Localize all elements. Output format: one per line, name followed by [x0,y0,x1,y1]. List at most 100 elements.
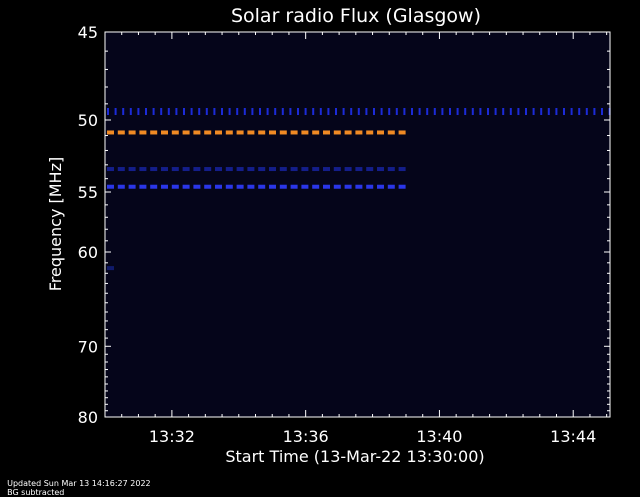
y-tick-label: 70 [78,337,98,356]
band-0-segment [479,108,482,115]
band-3-segment [279,184,287,189]
band-0-segment [289,108,292,115]
band-3-segment [247,184,255,189]
band-0-segment [213,108,216,115]
band-0-segment [373,108,375,115]
band-0-segment [601,108,603,115]
band-0-segment [243,108,246,115]
band-3-segment [150,184,158,189]
band-0-segment [297,108,299,115]
band-0-segment [464,108,467,115]
band-2-segment [236,167,244,172]
band-3-segment [193,184,201,189]
footer: Updated Sun Mar 13 14:16:27 2022 BG subt… [2,470,161,497]
band-2-segment [171,167,179,172]
band-0-segment [555,108,558,115]
band-0-segment [137,108,140,115]
band-2-segment [193,167,201,172]
band-0-segment [502,108,505,115]
band-2-segment [182,167,190,172]
band-1-segment [355,130,363,135]
band-2-segment [290,167,298,172]
band-3-segment [398,184,406,189]
band-1-segment [312,130,320,135]
chart-title: Solar radio Flux (Glasgow) [231,5,481,27]
band-0-segment [540,108,543,115]
band-0-segment [517,108,520,115]
band-0-segment [350,108,353,115]
plot-frame [104,31,611,418]
band-0-segment [471,108,474,115]
band-0-segment [418,108,421,115]
band-0-segment [183,108,185,115]
plot-background [105,32,610,417]
band-3-segment [290,184,298,189]
band-0-segment [266,108,269,115]
y-tick-label: 50 [78,111,98,130]
band-0-segment [281,108,284,115]
band-3-segment [236,184,244,189]
band-3-segment [355,184,363,189]
band-0-segment [205,108,208,115]
band-0-segment [593,108,596,115]
band-0-segment [403,108,406,115]
band-1-segment [182,130,190,135]
band-2-segment [215,167,222,172]
band-3-segment [344,184,352,189]
band-1-segment [301,130,309,135]
band-1-segment [333,130,341,135]
band-0-segment [525,108,527,115]
x-tick-label: 13:40 [416,427,462,446]
band-1-segment [366,130,374,135]
band-2-segment [258,167,266,172]
band-0-segment [380,108,383,115]
band-0-segment [335,108,337,115]
band-0-segment [228,108,231,115]
band-0-segment [433,108,436,115]
band-2-segment [247,167,255,172]
band-0-segment [114,108,117,115]
band-0-segment [312,108,315,115]
band-0-segment [221,108,223,115]
band-1-segment [258,130,266,135]
band-0-segment [532,108,535,115]
band-2-segment [333,167,341,172]
band-0-segment [563,108,565,115]
band-2-segment [128,167,136,172]
band-3-segment [182,184,190,189]
x-tick-label: 13:36 [283,427,329,446]
band-2-segment [323,167,330,172]
band-2-segment [117,167,125,172]
x-axis-label: Start Time (13-Mar-22 13:30:00) [225,447,484,466]
band-1-segment [279,130,287,135]
band-0-segment [236,108,239,115]
band-1-segment [215,130,222,135]
band-1-segment [377,130,384,135]
band-1-segment [236,130,244,135]
band-3-segment [366,184,374,189]
band-3-segment [161,184,168,189]
band-2-segment [301,167,309,172]
y-tick-label: 55 [78,183,98,202]
y-tick-label: 80 [78,408,98,427]
band-0-segment [456,108,459,115]
band-3-segment [204,184,212,189]
band-3-segment [171,184,179,189]
band-2-segment [387,167,395,172]
band-0-segment [388,108,391,115]
band-0-segment [449,108,451,115]
band-0-segment [342,108,345,115]
band-1-segment [139,130,147,135]
band-2-segment [269,167,276,172]
band-0-segment [487,108,489,115]
band-0-segment [509,108,512,115]
band-1-segment [387,130,395,135]
band-2-segment [204,167,212,172]
band-2-segment [279,167,287,172]
y-tick-label: 45 [78,23,98,42]
band-0-segment [319,108,322,115]
band-1-segment [117,130,125,135]
band-3-segment [333,184,341,189]
band-1-segment [247,130,255,135]
band-0-segment [122,108,125,115]
